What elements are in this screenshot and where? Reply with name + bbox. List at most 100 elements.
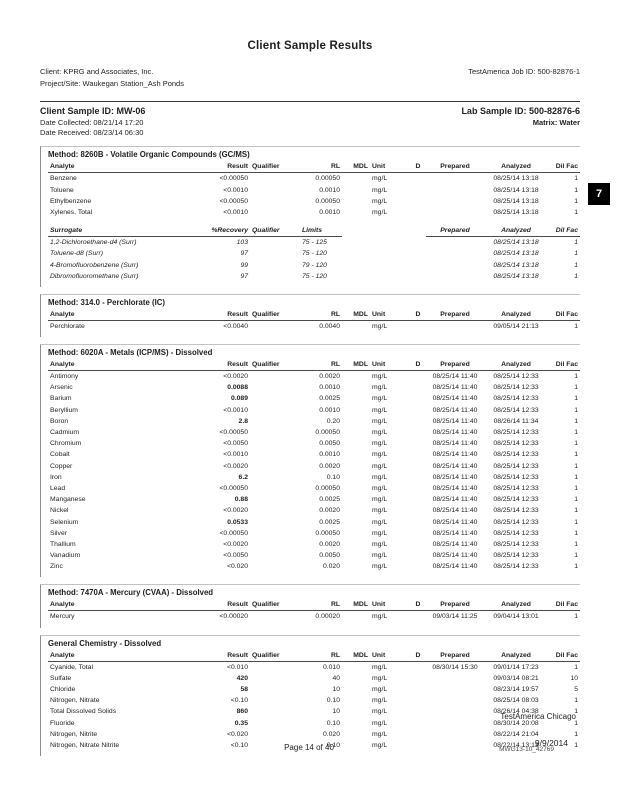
cell-qualifier bbox=[250, 393, 292, 404]
cell-prepared: 08/25/14 11:40 bbox=[432, 451, 478, 459]
cell-qualifier bbox=[250, 196, 292, 207]
cell-analyte: Sulfate bbox=[50, 674, 72, 682]
table-row: Iron 6.2 0.10 mg/L 08/25/14 11:40 08/25/14 12… bbox=[48, 472, 580, 483]
cell-d bbox=[410, 729, 426, 740]
cell-mdl bbox=[342, 393, 370, 404]
col-header: D bbox=[410, 309, 426, 321]
cell-analyzed: 08/25/14 12:33 bbox=[493, 473, 539, 481]
cell-unit: mg/L bbox=[372, 484, 388, 492]
col-header: Surrogate bbox=[48, 226, 198, 238]
col-header: D bbox=[410, 359, 426, 371]
col-header: Result bbox=[198, 650, 250, 662]
cell-rl: 75 - 125 bbox=[302, 239, 327, 247]
cell-d bbox=[410, 550, 426, 561]
cell-analyte: Manganese bbox=[50, 496, 86, 504]
table-row: Cobalt <0.0010 0.0010 mg/L 08/25/14 11:40 08/… bbox=[48, 449, 580, 460]
cell-dilfac: 1 bbox=[574, 239, 578, 247]
cell-mdl bbox=[342, 370, 370, 382]
col-header: Dil Fac bbox=[548, 309, 580, 321]
cell-mdl bbox=[342, 505, 370, 516]
col-header: Dil Fac bbox=[548, 600, 580, 612]
analyte-table: Analyte Result Qualifier RL MDL Unit D Prepared… bbox=[48, 359, 580, 572]
cell-analyzed: 08/25/14 12:33 bbox=[493, 440, 539, 448]
cell-unit: mg/L bbox=[372, 175, 388, 183]
cell-result: <0.0050 bbox=[223, 440, 248, 448]
footer-date: 9/9/2014 bbox=[534, 738, 568, 748]
cell-qualifier bbox=[250, 695, 292, 706]
cell-analyzed: 08/25/14 12:33 bbox=[493, 540, 539, 548]
cell-analyte: Barium bbox=[50, 395, 72, 403]
cell-analyzed: 08/25/14 13:18 bbox=[493, 250, 539, 258]
cell-analyzed: 08/25/14 13:18 bbox=[493, 175, 539, 183]
cell-rl: 0.0010 bbox=[319, 186, 340, 194]
cell-unit: mg/L bbox=[372, 473, 388, 481]
col-header: D bbox=[410, 650, 426, 662]
col-header: Qualifier bbox=[250, 226, 292, 238]
col-header: Prepared bbox=[426, 162, 484, 174]
cell-dilfac: 1 bbox=[574, 395, 578, 403]
table-row: Nitrogen, Nitrate Nitrite <0.10 0.10 mg/L 08… bbox=[48, 740, 580, 751]
cell-prepared bbox=[426, 673, 484, 684]
cell-qualifier bbox=[250, 382, 292, 393]
client-project-block: Client: KPRG and Associates, Inc. Projec… bbox=[40, 66, 184, 91]
cell-dilfac: 1 bbox=[574, 552, 578, 560]
cell-mdl bbox=[342, 259, 370, 270]
cell-unit: mg/L bbox=[372, 674, 388, 682]
cell-result: <0.00050 bbox=[219, 484, 248, 492]
cell-result: <0.0020 bbox=[223, 462, 248, 470]
cell-mdl bbox=[342, 729, 370, 740]
cell-prepared: 08/25/14 11:40 bbox=[432, 440, 478, 448]
col-header: Qualifier bbox=[250, 650, 292, 662]
cell-prepared: 08/25/14 11:40 bbox=[432, 406, 478, 414]
cell-d bbox=[410, 706, 426, 717]
table-row: Cyanide, Total <0.010 0.010 mg/L 08/30/14 15… bbox=[48, 661, 580, 673]
col-header: RL bbox=[292, 600, 342, 612]
cell-rl: 75 - 120 bbox=[302, 250, 327, 258]
cell-mdl bbox=[342, 539, 370, 550]
col-header: MDL bbox=[342, 162, 370, 174]
table-row: Sulfate 420 40 mg/L 09/03/14 08:21 10 bbox=[48, 673, 580, 684]
table-row: Copper <0.0020 0.0020 mg/L 08/25/14 11:40 08/… bbox=[48, 460, 580, 471]
cell-prepared: 08/25/14 11:40 bbox=[432, 462, 478, 470]
cell-rl: 0.00050 bbox=[315, 175, 340, 183]
cell-analyte: Mercury bbox=[50, 613, 75, 621]
cell-analyzed: 08/25/14 12:33 bbox=[493, 451, 539, 459]
side-tab-number: 7 bbox=[588, 183, 610, 205]
surrogate-table: Surrogate %Recovery Qualifier Limits Prepare… bbox=[48, 226, 580, 282]
cell-result: 420 bbox=[236, 674, 248, 682]
cell-qualifier bbox=[250, 717, 292, 728]
header-row: Analyte Result Qualifier RL MDL Unit D Prepared… bbox=[48, 309, 580, 321]
cell-prepared: 08/25/14 11:40 bbox=[432, 496, 478, 504]
cell-unit: mg/L bbox=[372, 563, 388, 571]
cell-unit: mg/L bbox=[372, 552, 388, 560]
cell-dilfac: 1 bbox=[574, 473, 578, 481]
table-row: Thallium <0.0020 0.0020 mg/L 08/25/14 11:40 0… bbox=[48, 539, 580, 550]
cell-mdl bbox=[342, 320, 370, 332]
cell-rl: 0.00020 bbox=[315, 613, 340, 621]
cell-analyte: Toluene-d8 (Surr) bbox=[50, 250, 104, 258]
cell-unit: mg/L bbox=[372, 186, 388, 194]
col-header: Limits bbox=[292, 226, 342, 238]
cell-rl: 0.0025 bbox=[319, 518, 340, 526]
col-header: Prepared bbox=[426, 359, 484, 371]
cell-analyzed: 08/25/14 13:18 bbox=[493, 208, 539, 216]
cell-mdl bbox=[342, 695, 370, 706]
cell-analyte: Cobalt bbox=[50, 451, 70, 459]
cell-qualifier bbox=[250, 416, 292, 427]
cell-analyzed: 09/03/14 08:21 bbox=[493, 674, 539, 682]
cell-d bbox=[410, 661, 426, 673]
table-row: Barium 0.089 0.0025 mg/L 08/25/14 11:40 08/25… bbox=[48, 393, 580, 404]
col-header: Dil Fac bbox=[548, 650, 580, 662]
cell-analyte: Iron bbox=[50, 473, 62, 481]
col-header bbox=[370, 226, 410, 237]
table-row: Chromium <0.0050 0.0050 mg/L 08/25/14 11:40 0… bbox=[48, 438, 580, 449]
section-title: Method: 8260B - Volatile Organic Compoun… bbox=[48, 150, 250, 160]
cell-dilfac: 1 bbox=[574, 417, 578, 425]
cell-dilfac: 1 bbox=[574, 730, 578, 738]
table-row: Vanadium <0.0050 0.0050 mg/L 08/25/14 11:40 0… bbox=[48, 550, 580, 561]
col-header: Result bbox=[198, 162, 250, 174]
table-row: Arsenic 0.0088 0.0010 mg/L 08/25/14 11:40 08/… bbox=[48, 382, 580, 393]
cell-rl: 0.0010 bbox=[319, 208, 340, 216]
matrix: Matrix: Water bbox=[532, 117, 580, 127]
